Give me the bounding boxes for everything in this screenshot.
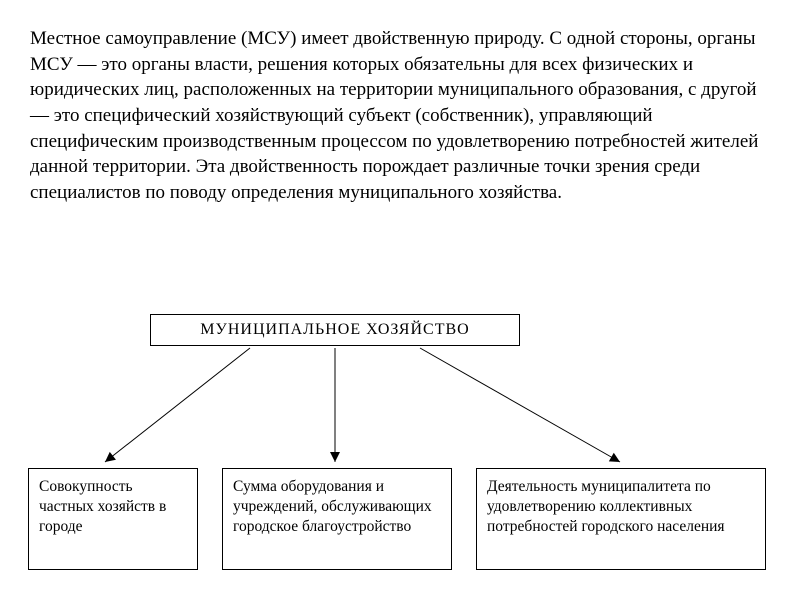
intro-paragraph: Местное самоуправление (МСУ) имеет двойс… xyxy=(30,26,770,205)
diagram-child-box-2: Сумма оборудования и учреждений, обслужи… xyxy=(222,468,452,570)
diagram-root-label: МУНИЦИПАЛЬНОЕ ХОЗЯЙСТВО xyxy=(200,321,469,338)
diagram-child-label: Совокупность частных хозяйств в городе xyxy=(39,478,166,535)
diagram-child-label: Деятельность муниципалитета по удовлетво… xyxy=(487,478,725,535)
diagram-child-box-3: Деятельность муниципалитета по удовлетво… xyxy=(476,468,766,570)
diagram-root-box: МУНИЦИПАЛЬНОЕ ХОЗЯЙСТВО xyxy=(150,314,520,346)
diagram-child-box-1: Совокупность частных хозяйств в городе xyxy=(28,468,198,570)
diagram-child-label: Сумма оборудования и учреждений, обслужи… xyxy=(233,478,432,535)
